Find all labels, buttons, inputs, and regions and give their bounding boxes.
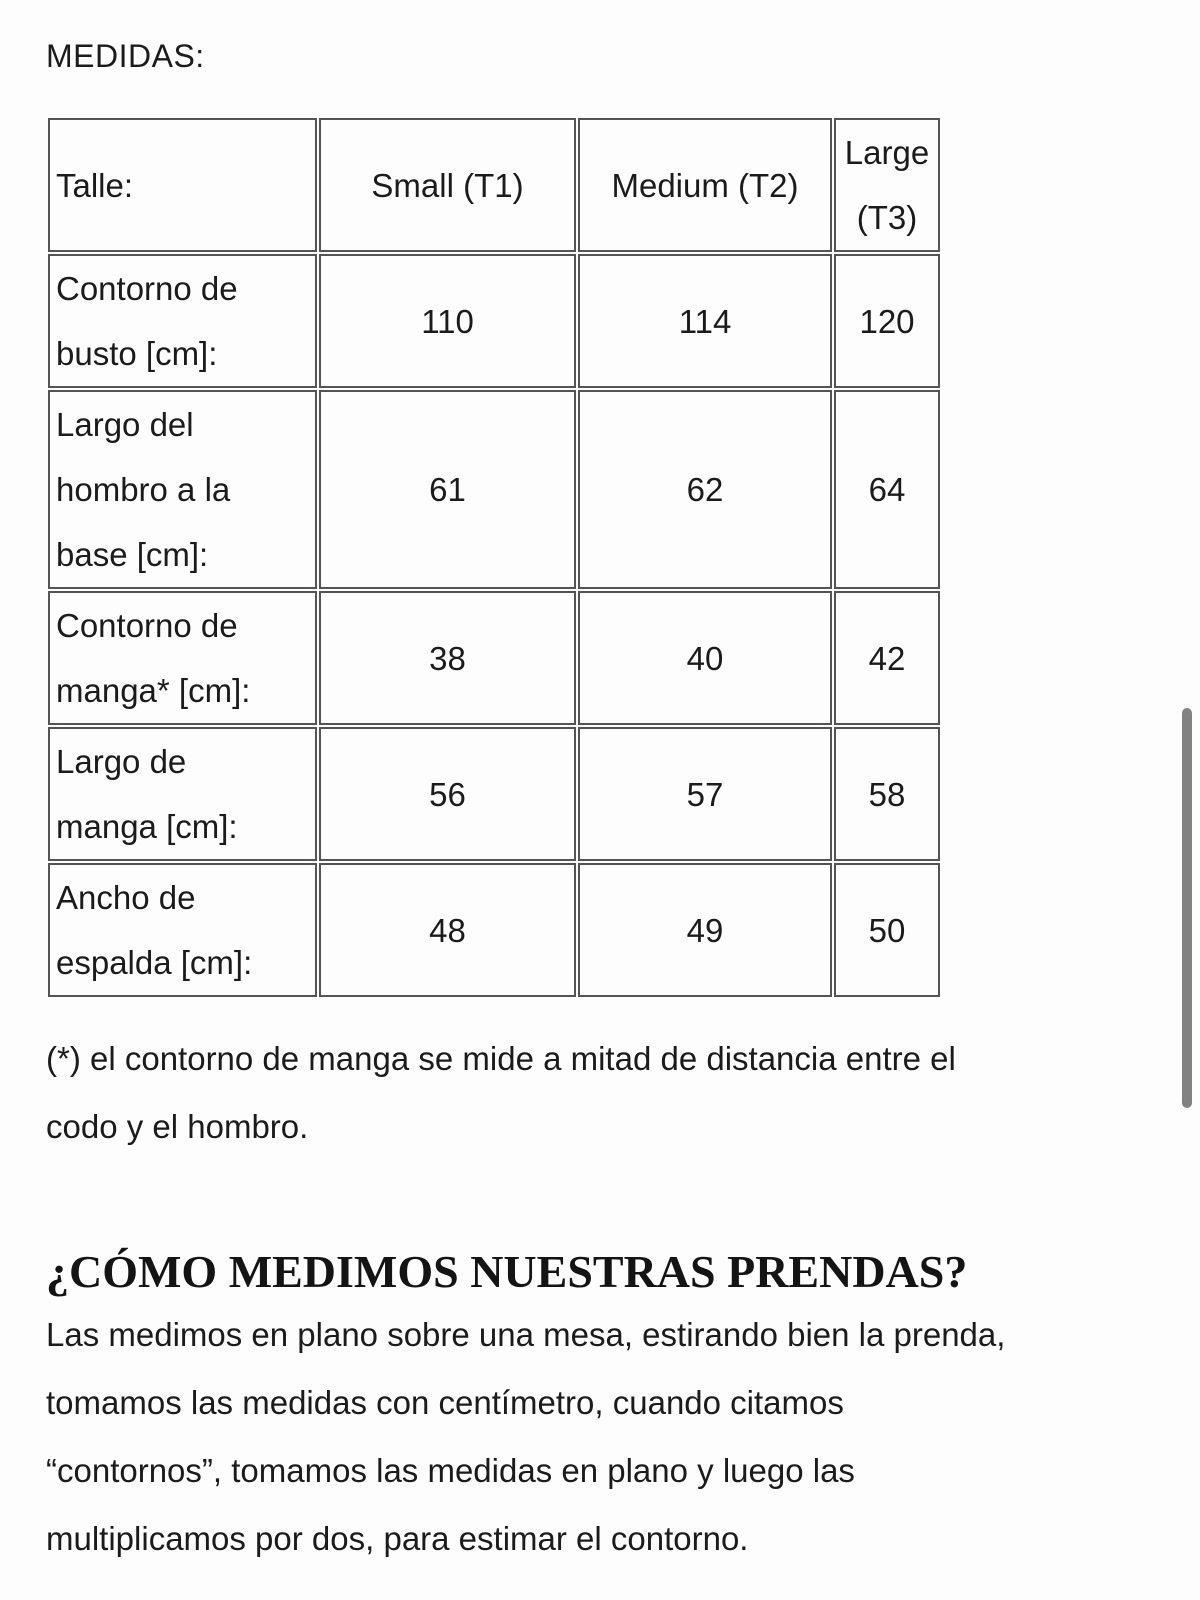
row-label: Largo de manga [cm]:	[48, 727, 317, 861]
footnote-line: codo y el hombro.	[46, 1108, 309, 1145]
cell-value-large: 50	[834, 863, 940, 997]
cell-value-medium: 114	[578, 254, 832, 388]
size-table-header-row: Talle: Small (T1) Medium (T2) Large (T3)	[48, 118, 940, 252]
how-we-measure-paragraph: Las medimos en plano sobre una mesa, est…	[46, 1301, 1156, 1573]
row-label: Contorno de manga* [cm]:	[48, 591, 317, 725]
table-row-contorno-busto: Contorno de busto [cm]: 110 114 120	[48, 254, 940, 388]
cell-value-medium: 57	[578, 727, 832, 861]
cell-value-small: 56	[319, 727, 576, 861]
how-we-measure-heading: ¿CÓMO MEDIMOS NUESTRAS PRENDAS?	[46, 1246, 968, 1297]
paragraph-line: Las medimos en plano sobre una mesa, est…	[46, 1316, 1006, 1353]
cell-value-small: 110	[319, 254, 576, 388]
size-table-col-medium: Medium (T2)	[578, 118, 832, 252]
size-table: Talle: Small (T1) Medium (T2) Large (T3)…	[46, 116, 942, 999]
cell-value-small: 48	[319, 863, 576, 997]
table-row-largo-manga: Largo de manga [cm]: 56 57 58	[48, 727, 940, 861]
sleeve-measure-footnote: (*) el contorno de manga se mide a mitad…	[46, 1025, 1156, 1161]
table-row-ancho-espalda: Ancho de espalda [cm]: 48 49 50	[48, 863, 940, 997]
cell-value-medium: 40	[578, 591, 832, 725]
cell-value-small: 38	[319, 591, 576, 725]
cell-value-large: 64	[834, 390, 940, 589]
table-row-contorno-manga: Contorno de manga* [cm]: 38 40 42	[48, 591, 940, 725]
row-label: Ancho de espalda [cm]:	[48, 863, 317, 997]
cell-value-large: 58	[834, 727, 940, 861]
row-label: Contorno de busto [cm]:	[48, 254, 317, 388]
paragraph-line: “contornos”, tomamos las medidas en plan…	[46, 1452, 855, 1489]
paragraph-line: multiplicamos por dos, para estimar el c…	[46, 1520, 749, 1557]
cell-value-large: 42	[834, 591, 940, 725]
measurements-title: MEDIDAS:	[46, 38, 205, 74]
table-row-largo-hombro-base: Largo del hombro a la base [cm]: 61 62 6…	[48, 390, 940, 589]
footnote-line: (*) el contorno de manga se mide a mitad…	[46, 1040, 956, 1077]
cell-value-large: 120	[834, 254, 940, 388]
vertical-scrollbar-thumb[interactable]	[1182, 708, 1192, 1108]
cell-value-medium: 62	[578, 390, 832, 589]
paragraph-line: tomamos las medidas con centímetro, cuan…	[46, 1384, 844, 1421]
size-table-col-large: Large (T3)	[834, 118, 940, 252]
row-label: Largo del hombro a la base [cm]:	[48, 390, 317, 589]
size-table-talle-header: Talle:	[48, 118, 317, 252]
cell-value-medium: 49	[578, 863, 832, 997]
size-table-col-small: Small (T1)	[319, 118, 576, 252]
cell-value-small: 61	[319, 390, 576, 589]
